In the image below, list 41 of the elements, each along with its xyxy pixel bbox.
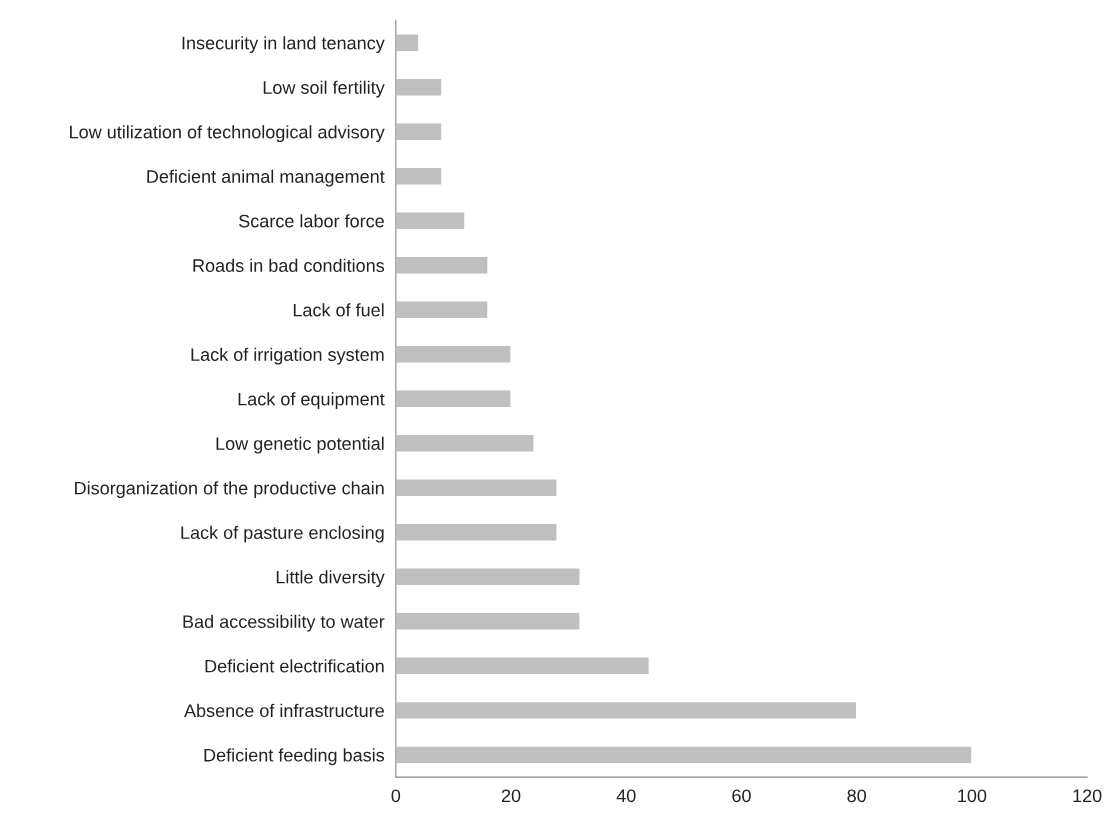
- x-tick-label: 20: [501, 789, 521, 803]
- bar: [395, 300, 489, 320]
- y-tick-label: Low utilization of technological advisory: [70, 125, 385, 143]
- x-tick-label: 80: [847, 789, 867, 803]
- y-tick-label: Lack of pasture enclosing: [181, 525, 384, 543]
- bar: [395, 166, 443, 186]
- bar: [395, 433, 535, 453]
- y-tick-label: Absence of infrastructure: [184, 703, 384, 718]
- bar: [395, 211, 466, 231]
- bar: [395, 656, 650, 676]
- bar: [395, 389, 512, 409]
- y-tick-label: Deficient feeding basis: [204, 748, 385, 766]
- y-tick-label: Disorganization of the productive chain: [75, 481, 384, 499]
- x-tick-label: 0: [391, 789, 401, 803]
- bar: [395, 33, 420, 53]
- bar: [395, 745, 973, 765]
- bar: [395, 700, 858, 720]
- bar: [395, 77, 443, 97]
- bar: [395, 344, 512, 364]
- y-tick-label: Deficient electrification: [205, 659, 384, 673]
- y-tick-label: Deficient animal management: [147, 169, 385, 187]
- x-tick-label: 60: [732, 789, 751, 803]
- bar: [395, 611, 581, 631]
- y-tick-label: Lack of equipment: [238, 392, 385, 410]
- y-tick-label: Scarce labor force: [239, 214, 384, 228]
- x-tick-label: 100: [958, 789, 987, 803]
- y-tick-label: Low genetic potential: [216, 436, 384, 454]
- bar: [395, 255, 489, 275]
- y-tick-label: Insecurity in land tenancy: [182, 36, 385, 53]
- y-tick-label: Lack of fuel: [293, 303, 384, 317]
- x-tick-label: 40: [616, 789, 636, 803]
- bar: [395, 478, 558, 498]
- y-tick-label: Lack of irrigation system: [191, 347, 384, 365]
- y-tick-label: Low soil fertility: [263, 80, 385, 98]
- y-tick-label: Bad accessibility to water: [183, 614, 385, 632]
- x-tick-label: 120: [1073, 789, 1102, 803]
- y-tick-label: Roads in bad conditions: [193, 258, 385, 272]
- y-tick-label: Little diversity: [276, 570, 385, 588]
- bar: [395, 567, 581, 587]
- bar: [395, 522, 558, 542]
- bar: [395, 122, 443, 142]
